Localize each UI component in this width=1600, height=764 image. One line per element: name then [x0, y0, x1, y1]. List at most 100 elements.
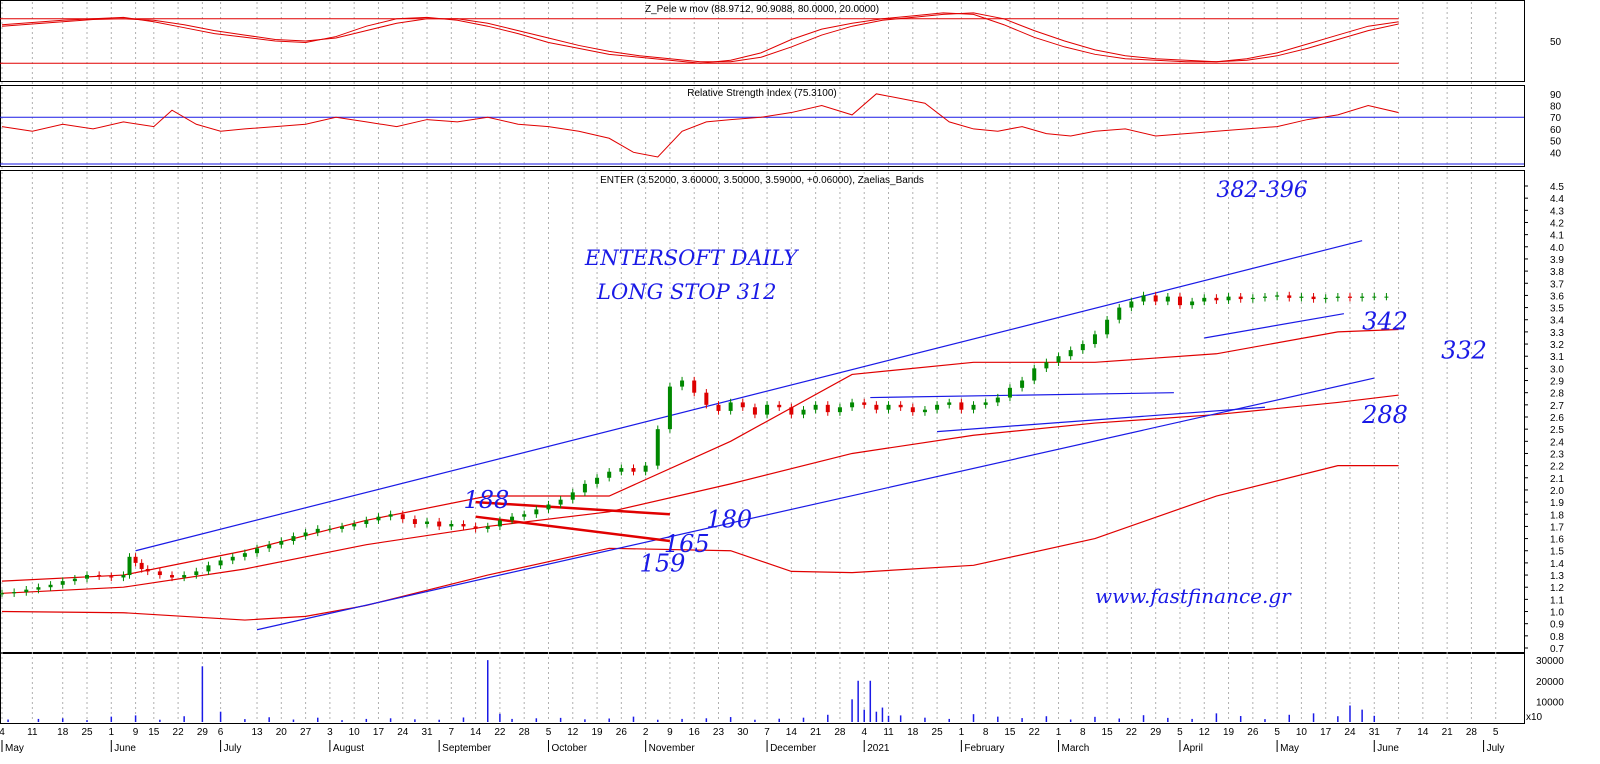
- candle-body: [127, 556, 132, 576]
- candle-body: [728, 402, 733, 411]
- candle-body: [850, 402, 855, 408]
- candle-body: [1384, 296, 1389, 298]
- day-label: 30: [737, 727, 749, 738]
- day-label: 4: [861, 727, 867, 738]
- price-ytick: 2.8: [1550, 389, 1564, 400]
- candle-body: [157, 571, 162, 576]
- price-title: ENTER (3.52000, 3.60000, 3.50000, 3.5900…: [600, 175, 924, 186]
- annotation: LONG STOP 312: [596, 280, 776, 304]
- candle-body: [425, 521, 430, 524]
- day-label: 28: [834, 727, 846, 738]
- day-label: 9: [133, 727, 139, 738]
- price-ytick: 4.0: [1550, 243, 1564, 254]
- price-ytick: 3.9: [1550, 255, 1564, 266]
- price-ytick: 1.4: [1550, 559, 1564, 570]
- candle-body: [85, 575, 90, 579]
- month-label: October: [551, 743, 587, 754]
- price-ytick: 1.6: [1550, 535, 1564, 546]
- candle-body: [218, 560, 223, 566]
- day-label: 27: [300, 727, 312, 738]
- price-ytick: 4.2: [1550, 218, 1564, 229]
- annotation: 288: [1361, 401, 1408, 429]
- price-ytick: 4.3: [1550, 206, 1564, 217]
- candle-body: [497, 520, 502, 527]
- day-label: 14: [1417, 727, 1429, 738]
- price-ytick: 3.8: [1550, 267, 1564, 278]
- candle-body: [473, 526, 478, 529]
- day-label: 22: [494, 727, 506, 738]
- candle-body: [1032, 368, 1037, 381]
- day-label: 6: [218, 727, 224, 738]
- candle-body: [874, 404, 879, 410]
- candle-body: [1020, 380, 1025, 388]
- price-ytick: 4.4: [1550, 194, 1564, 205]
- zpele-panel: 50: [0, 12, 1562, 64]
- candle-body: [182, 575, 187, 578]
- price-ytick: 2.2: [1550, 462, 1564, 473]
- price-ytick: 0.7: [1550, 644, 1564, 655]
- candle-body: [995, 397, 1000, 403]
- day-label: 22: [1126, 727, 1138, 738]
- month-label: 2021: [867, 743, 890, 754]
- candle-body: [1311, 296, 1316, 300]
- annotation: 332: [1441, 337, 1487, 365]
- day-label: 10: [1296, 727, 1308, 738]
- candle-body: [1202, 297, 1207, 302]
- candle-body: [1323, 297, 1328, 300]
- volume-ytick: 20000: [1536, 677, 1564, 688]
- price-ytick: 0.8: [1550, 632, 1564, 643]
- day-label: 7: [1396, 727, 1402, 738]
- candle-body: [121, 575, 126, 578]
- trendline: [475, 515, 671, 543]
- day-label: 10: [349, 727, 361, 738]
- price-ytick: 3.6: [1550, 291, 1564, 302]
- price-ytick: 1.3: [1550, 571, 1564, 582]
- price-ytick: 2.7: [1550, 401, 1564, 412]
- candle-body: [643, 465, 648, 472]
- day-label: 14: [470, 727, 482, 738]
- candle-body: [1153, 295, 1158, 302]
- candle-body: [327, 528, 332, 530]
- candle-body: [437, 521, 442, 527]
- price-ytick: 2.5: [1550, 425, 1564, 436]
- price-ytick: 2.0: [1550, 486, 1564, 497]
- price-ytick: 4.1: [1550, 231, 1564, 242]
- candle-body: [704, 392, 709, 405]
- day-label: 18: [57, 727, 69, 738]
- candle-body: [303, 532, 308, 537]
- candle-body: [170, 575, 175, 578]
- candle-body: [1056, 356, 1061, 363]
- candle-body: [145, 568, 150, 572]
- day-label: 22: [173, 727, 185, 738]
- day-label: 5: [1177, 727, 1183, 738]
- price-ytick: 4.5: [1550, 182, 1564, 193]
- zpele-ytick: 50: [1550, 37, 1562, 48]
- candle-body: [570, 492, 575, 500]
- candle-body: [194, 571, 199, 576]
- candle-body: [947, 402, 952, 405]
- candle-body: [315, 528, 320, 533]
- candle-body: [60, 581, 65, 585]
- price-ytick: 1.2: [1550, 583, 1564, 594]
- day-label: 25: [81, 727, 93, 738]
- day-label: 1: [1056, 727, 1062, 738]
- price-panel: 4.54.44.34.24.14.03.93.83.73.63.53.43.33…: [0, 178, 1564, 655]
- rsi-panel-frame: [0, 85, 1525, 167]
- month-label: July: [224, 743, 242, 754]
- day-label: 5: [546, 727, 552, 738]
- zpele-panel-frame: [0, 0, 1525, 82]
- candle-body: [692, 380, 697, 393]
- day-label: 17: [373, 727, 385, 738]
- candle-body: [1335, 296, 1340, 298]
- day-label: 7: [449, 727, 455, 738]
- candle-body: [971, 404, 976, 410]
- volume-panel: 30000 20000 10000 x10: [7, 656, 1564, 723]
- zpele-series-line: [1, 12, 1399, 63]
- price-ytick: 2.6: [1550, 413, 1564, 424]
- volume-ytick: 10000: [1536, 697, 1564, 708]
- day-label: 26: [1247, 727, 1259, 738]
- trendline: [256, 377, 1375, 631]
- day-label: 28: [519, 727, 531, 738]
- day-label: 16: [689, 727, 701, 738]
